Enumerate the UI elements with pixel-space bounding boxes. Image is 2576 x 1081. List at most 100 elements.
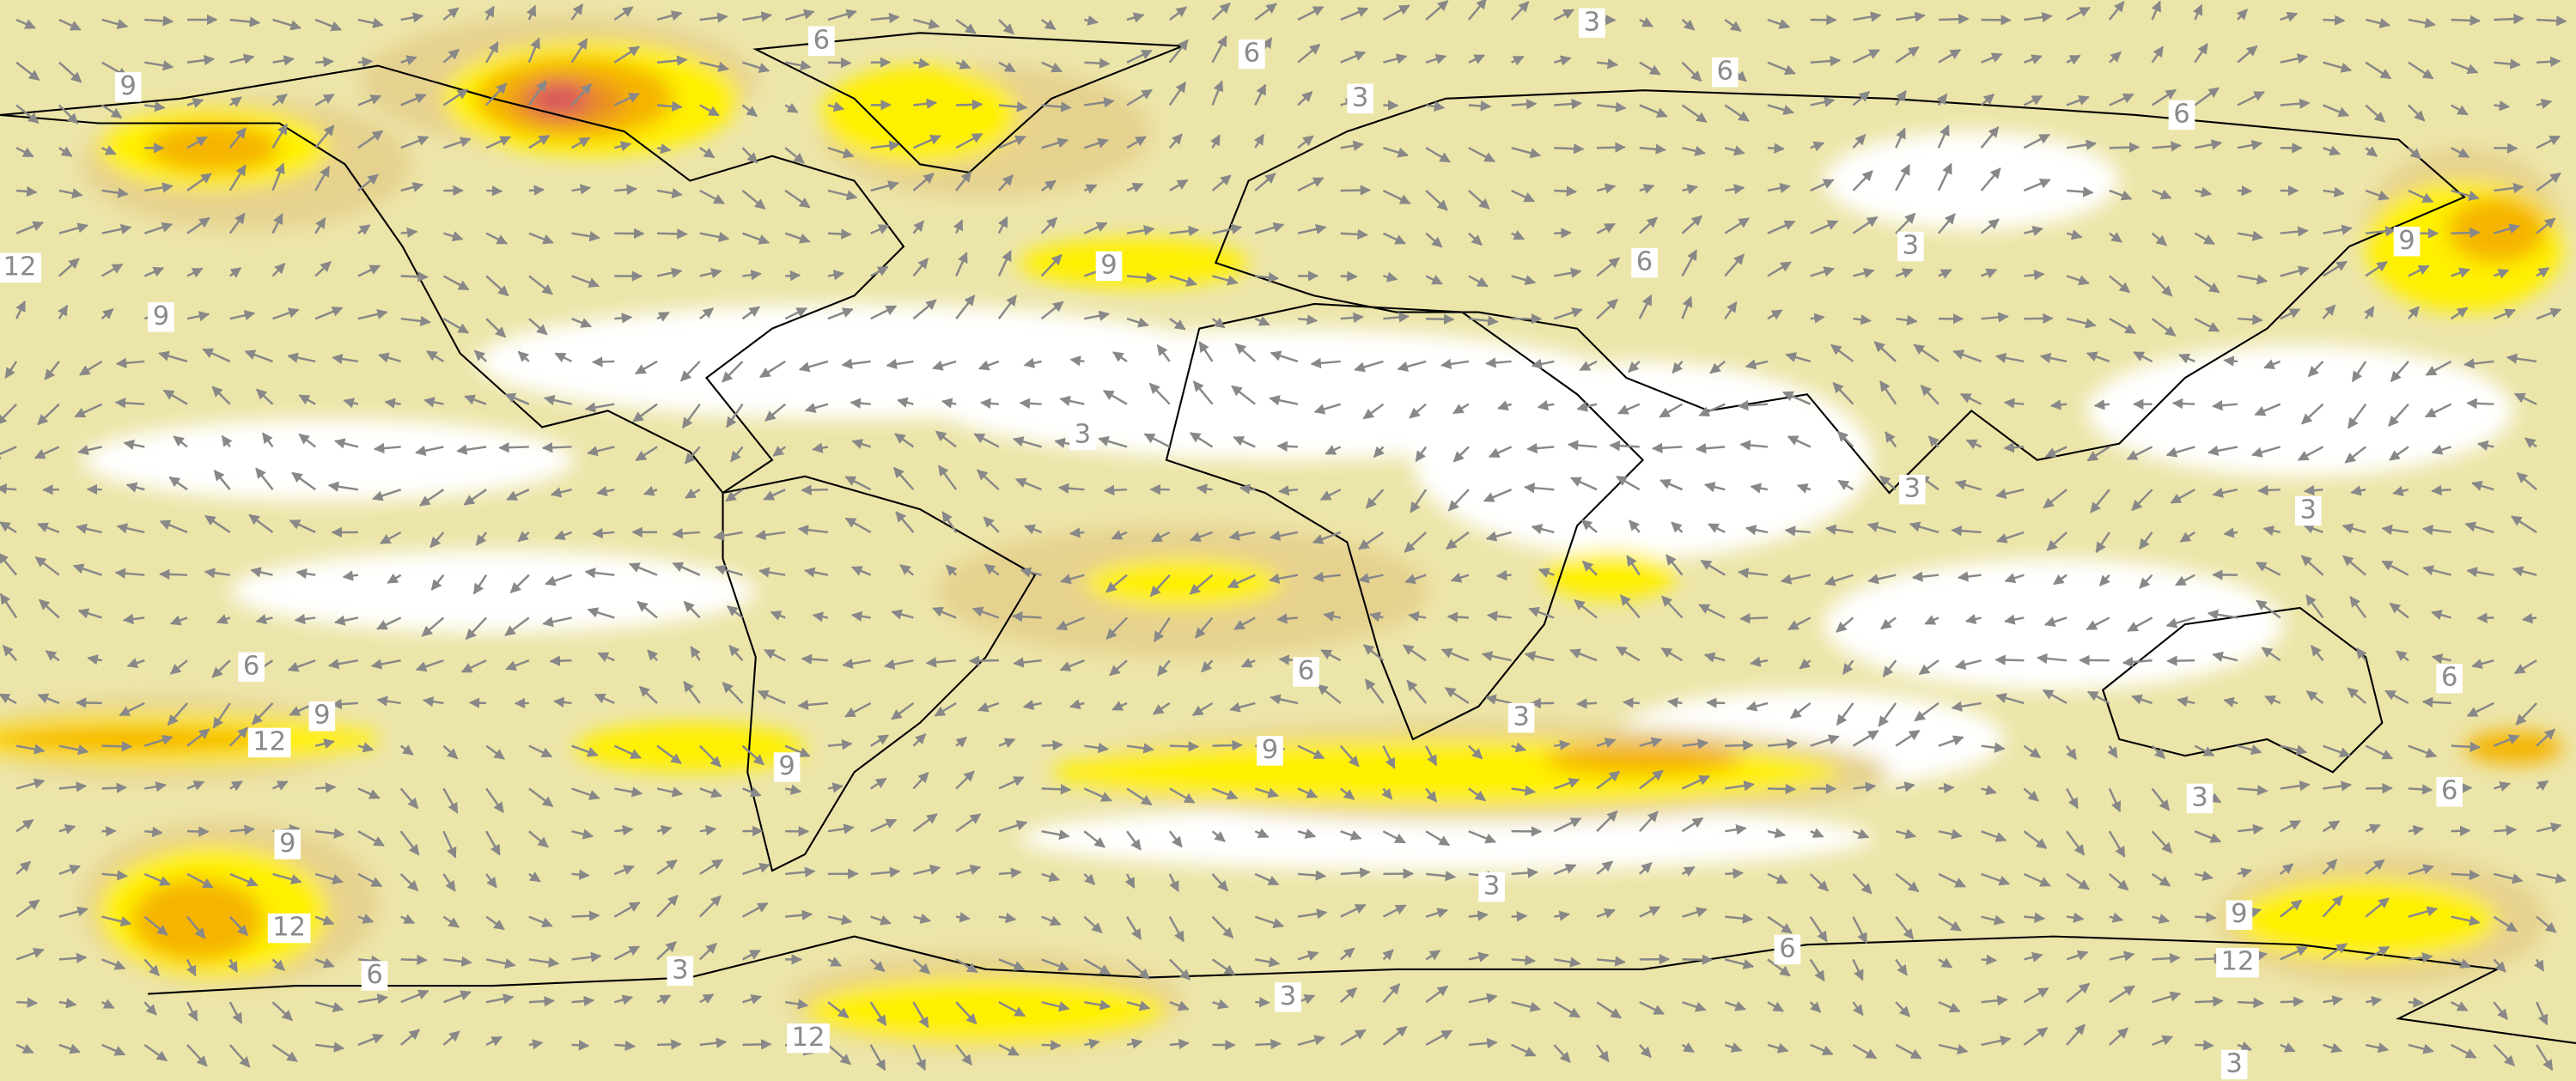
wind-arrow	[517, 350, 530, 362]
wind-arrow	[614, 313, 633, 324]
shade-blob	[1018, 238, 1249, 288]
wind-arrow	[656, 311, 670, 322]
wind-arrow	[1297, 135, 1314, 149]
contour-label: 9	[2398, 226, 2415, 256]
wind-arrow	[415, 659, 444, 672]
wind-arrow	[657, 1039, 682, 1050]
wind-arrow	[1810, 141, 1825, 152]
wind-arrow	[504, 392, 530, 405]
contour-label: 3	[1904, 474, 1921, 504]
wind-arrow	[1724, 104, 1750, 122]
wind-arrow	[2408, 784, 2433, 795]
wind-arrow	[1681, 249, 1698, 277]
wind-arrow	[1227, 574, 1256, 588]
wind-arrow	[2390, 361, 2409, 383]
wind-arrow	[125, 482, 145, 493]
contour-label: 6	[1298, 656, 1314, 686]
wind-arrow	[0, 446, 17, 459]
wind-arrow	[1579, 360, 1598, 372]
wind-arrow	[1885, 431, 1897, 448]
wind-arrow	[372, 489, 402, 501]
wind-arrow	[1268, 573, 1299, 584]
wind-arrow	[2250, 446, 2281, 458]
wind-arrow	[101, 782, 128, 793]
wind-arrow	[937, 465, 958, 490]
wind-arrow	[1639, 143, 1667, 155]
wind-arrow	[1616, 475, 1641, 491]
wind-arrow	[186, 216, 210, 234]
wind-arrow	[571, 231, 600, 242]
wind-arrow	[2451, 825, 2471, 836]
wind-arrow	[357, 224, 371, 235]
wind-arrow	[804, 567, 829, 578]
wind-arrow	[672, 562, 701, 576]
wind-arrow	[122, 613, 145, 625]
wind-arrow	[101, 741, 133, 752]
wind-arrow	[400, 94, 427, 106]
wind-arrow	[58, 188, 83, 199]
wind-arrow	[1528, 606, 1555, 619]
wind-arrow	[1672, 361, 1684, 374]
wind-arrow	[891, 609, 914, 620]
wind-arrow	[1810, 266, 1835, 277]
wind-arrow	[784, 102, 799, 113]
wind-arrow	[15, 61, 40, 82]
wind-arrow	[587, 607, 615, 619]
wind-arrow	[1231, 385, 1257, 405]
wind-arrow	[334, 438, 359, 449]
wind-arrow	[271, 263, 286, 277]
wind-arrow	[1425, 100, 1446, 112]
wind-arrow	[570, 83, 593, 106]
wind-arrow	[2151, 0, 2161, 21]
wind-arrow	[1580, 519, 1598, 533]
wind-arrow	[228, 212, 246, 234]
wind-arrow	[1911, 571, 1940, 582]
wind-arrow	[2351, 361, 2367, 383]
wind-arrow	[1626, 555, 1641, 576]
wind-arrow	[1609, 440, 1640, 452]
wind-arrow	[1189, 574, 1214, 595]
wind-arrow	[2421, 525, 2451, 536]
wind-arrow	[1254, 173, 1276, 191]
wind-arrow	[2151, 318, 2177, 337]
shade-blob	[821, 65, 1019, 165]
wind-arrow	[34, 556, 60, 576]
shading	[0, 16, 2563, 1052]
wind-arrow	[2280, 98, 2311, 109]
wind-arrow	[1069, 527, 1085, 538]
wind-arrow	[2194, 87, 2220, 106]
wind-arrow	[1254, 3, 1277, 21]
contour-label: 12	[792, 1023, 825, 1053]
wind-arrow	[1340, 140, 1364, 151]
wind-arrow	[1784, 525, 1811, 537]
wind-arrow	[1270, 350, 1299, 363]
contour-label: 3	[1075, 420, 1091, 450]
wind-arrow	[2280, 996, 2305, 1007]
wind-arrow	[114, 568, 145, 580]
wind-arrow	[1709, 360, 1726, 374]
wind-arrow	[1446, 611, 1469, 622]
wind-arrow	[78, 360, 103, 376]
wind-arrow	[1467, 0, 1488, 21]
wind-arrow	[997, 250, 1012, 276]
wind-arrow	[1681, 295, 1693, 319]
wind-arrow	[1852, 134, 1867, 149]
wind-arrow	[1255, 1038, 1282, 1050]
wind-arrow	[758, 567, 786, 578]
wind-arrow	[37, 403, 60, 426]
wind-arrow	[2049, 399, 2067, 410]
wind-arrow	[984, 563, 1000, 576]
wind-arrow	[2322, 304, 2336, 320]
wind-arrow	[1269, 530, 1299, 542]
wind-arrow	[1836, 616, 1854, 633]
wind-arrow	[1041, 137, 1069, 149]
wind-arrow	[87, 654, 102, 665]
wind-arrow	[798, 360, 829, 373]
wind-arrow	[1810, 220, 1839, 234]
wind-arrow	[1415, 446, 1428, 463]
wind-arrow	[2506, 353, 2537, 364]
contour-label: 3	[2226, 1048, 2242, 1078]
wind-arrow	[913, 18, 941, 29]
wind-arrow	[204, 514, 231, 533]
wind-arrow	[699, 189, 725, 204]
